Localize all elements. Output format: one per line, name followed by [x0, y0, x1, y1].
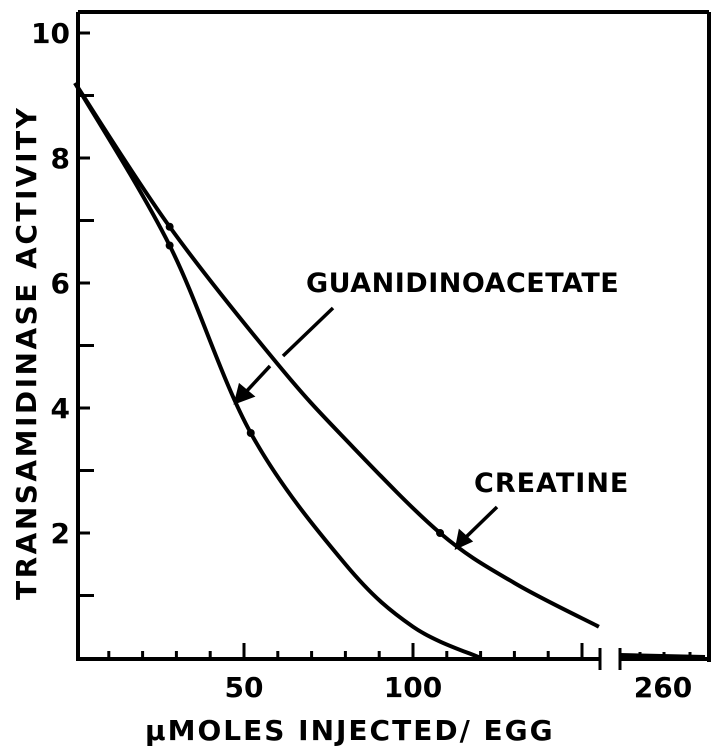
- data-point: [165, 241, 174, 250]
- y-axis-ticks: [78, 31, 94, 597]
- x-tick-label: 260: [634, 671, 692, 704]
- y-tick-label: 10: [31, 17, 70, 50]
- y-tick-label: 6: [51, 267, 70, 300]
- annotation-creatine: CREATINE: [474, 468, 629, 499]
- x-axis-title: µMOLES INJECTED/ EGG: [145, 714, 555, 747]
- plot-frame: [76, 10, 711, 670]
- series-line-guanidinoacetate: [73, 81, 482, 660]
- x-tick-label: 100: [384, 671, 442, 704]
- y-axis-title: TRANSAMIDINASE ACTIVITY: [10, 106, 43, 600]
- arrow-guanidinoacetate-icon: [233, 306, 335, 405]
- data-series: [73, 81, 706, 661]
- y-tick-label: 4: [51, 392, 70, 425]
- x-tick-labels: 50 100 260: [225, 671, 693, 704]
- arrow-creatine-icon: [454, 505, 499, 551]
- y-tick-label: 2: [51, 517, 70, 550]
- x-axis-ticks: [107, 643, 692, 659]
- annotation-guanidinoacetate: GUANIDINOACETATE: [306, 268, 619, 299]
- series-line-creatine: [73, 81, 600, 629]
- y-tick-labels: 2 4 6 8 10: [31, 17, 70, 550]
- y-tick-label: 8: [51, 142, 70, 175]
- data-point: [246, 429, 255, 437]
- data-point: [165, 222, 174, 231]
- x-tick-label: 50: [225, 671, 264, 704]
- data-point: [436, 529, 445, 537]
- series-tail-after-break: [619, 653, 706, 661]
